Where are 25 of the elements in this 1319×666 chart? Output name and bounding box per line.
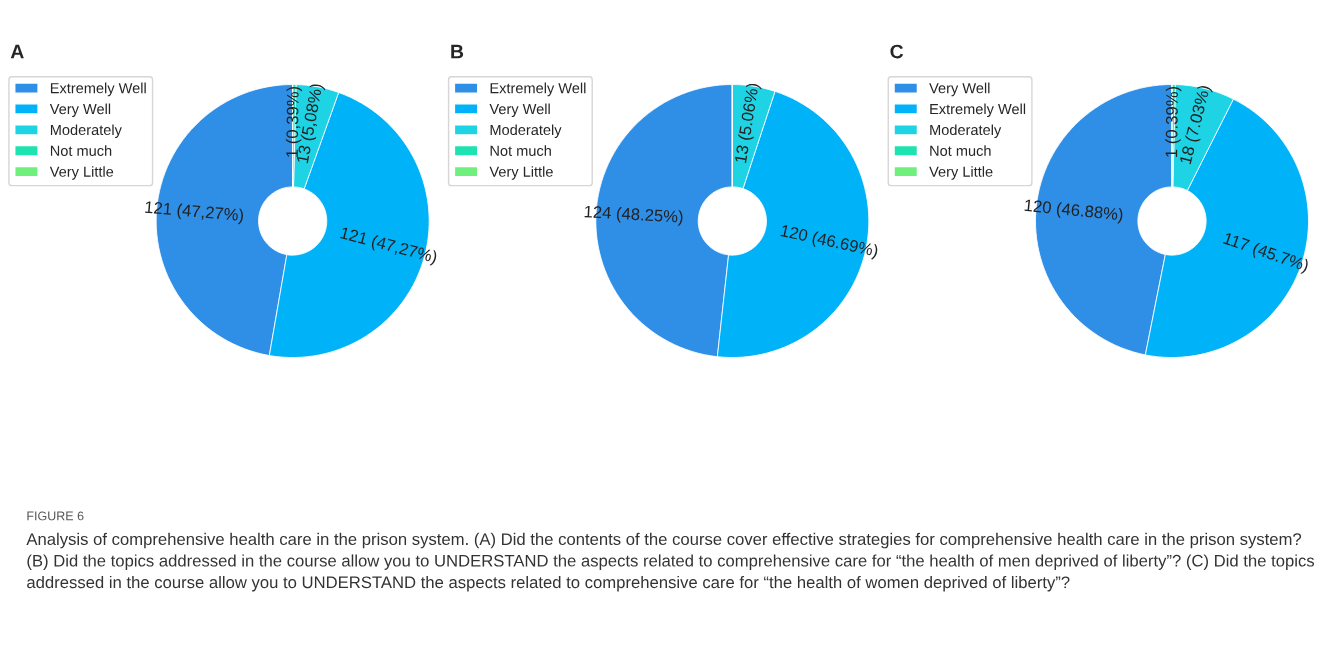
legend-label: Very Well bbox=[489, 103, 550, 118]
legend-label: Extremely Well bbox=[930, 103, 1026, 118]
legend-label: Not much bbox=[930, 145, 991, 156]
legend-label: Extremely Well bbox=[50, 82, 146, 97]
data-label: 1 (0.39%) bbox=[1165, 86, 1182, 157]
text: Analysis of comprehensive health care in the prison system. (A) Did the contents of the course cover effective strategies for comprehensive health care in the prison system? (B) Did the topics addressed in the course allow you to UNDERSTAND the aspects related to comprehensive care for “the health of men deprived of liberty”? (C) Did the topics addressed in the course allow you to UNDERSTAND the aspects related to comprehensive care for “the health of women deprived of liberty”? bbox=[26, 532, 1315, 592]
legend-label: Very Well bbox=[929, 82, 990, 97]
legend-label: Moderately bbox=[930, 124, 1002, 138]
legend-label: Moderately bbox=[490, 124, 562, 138]
data-label: 13 (5.06%) bbox=[734, 82, 762, 164]
legend-label: Very Little bbox=[489, 166, 553, 180]
legend-label: Not much bbox=[490, 145, 551, 156]
legend-label: Moderately bbox=[50, 124, 122, 138]
legend-label: Not much bbox=[50, 145, 112, 156]
chart-title: A bbox=[10, 44, 24, 59]
legend-label: Very Well bbox=[49, 103, 111, 118]
data-label: 120 (46.88%) bbox=[1024, 198, 1124, 224]
legend-label: Very Little bbox=[49, 166, 114, 180]
data-label: 124 (48.25%) bbox=[584, 205, 683, 227]
legend-label: Very Little bbox=[929, 166, 993, 180]
chart-title: B bbox=[451, 44, 464, 59]
data-label: 121 (47,27%) bbox=[144, 200, 244, 225]
legend-label: Extremely Well bbox=[490, 82, 586, 97]
caption: FIGURE 6 bbox=[27, 511, 84, 521]
chart-title: C bbox=[890, 44, 904, 59]
